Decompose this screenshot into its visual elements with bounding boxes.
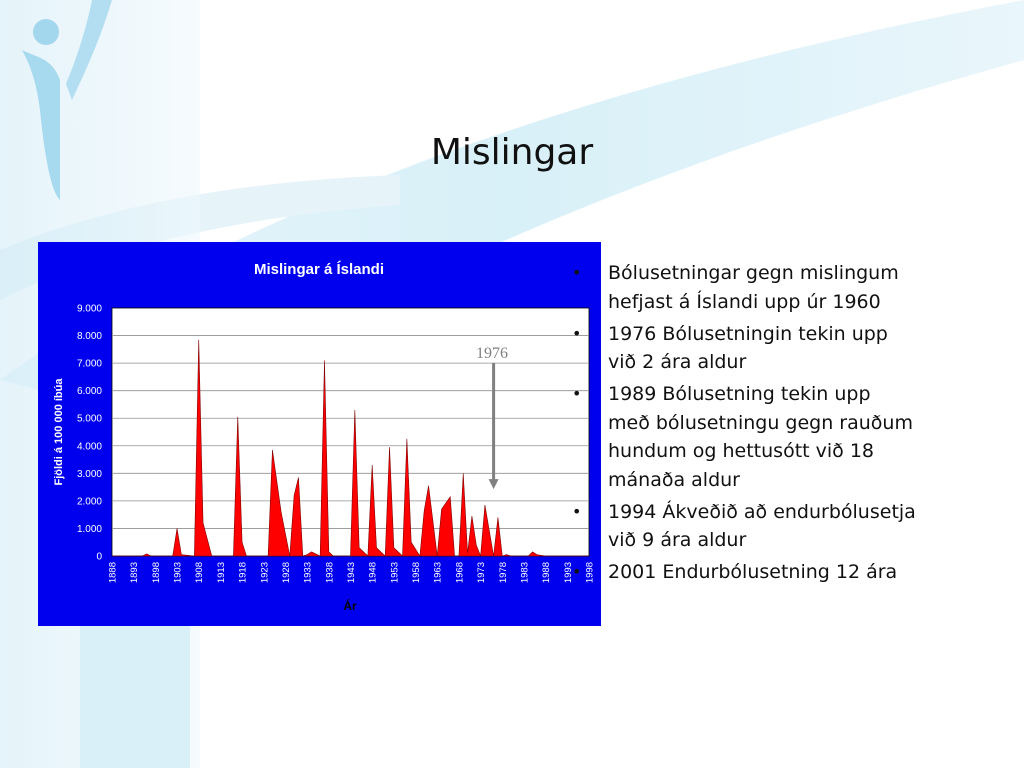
x-tick-label: 1898 <box>151 562 162 583</box>
bullet-list: Bólusetningar gegn mislingum hefjast á Í… <box>572 259 917 590</box>
chart-panel: Mislingar á Íslandi 0 1.000 2.000 3.000 4.00… <box>38 242 601 626</box>
x-tick-label: 1963 <box>433 562 444 583</box>
slide-title: Mislingar <box>430 132 594 173</box>
x-tick-label: 1958 <box>411 562 422 583</box>
x-tick-label: 1953 <box>389 562 400 583</box>
x-tick-label: 1973 <box>476 562 487 583</box>
y-tick-label: 5.000 <box>77 414 102 425</box>
y-axis-label: Fjöldi á 100 000 íbúa <box>53 378 65 486</box>
x-tick-label: 1913 <box>216 562 227 583</box>
annotation-1976: 1976 <box>476 345 508 490</box>
logo-figure-icon <box>22 0 112 200</box>
bullet-item: 1976 Bólusetningin tekin upp við 2 ára a… <box>572 320 917 377</box>
x-tick-label: 1993 <box>563 562 574 583</box>
chart-title: Mislingar á Íslandi <box>254 261 384 278</box>
x-tick-label: 1983 <box>519 562 530 583</box>
y-tick-label: 8.000 <box>77 331 102 342</box>
x-tick-label: 1943 <box>346 562 357 583</box>
x-tick-label: 1928 <box>281 562 292 583</box>
x-tick-label: 1988 <box>541 562 552 583</box>
annotation-label: 1976 <box>476 345 508 362</box>
bullet-item: 1994 Ákveðið að endurbólusetja við 9 ára… <box>572 498 917 555</box>
bullet-item: 1989 Bólusetning tekin upp með bólusetni… <box>572 380 917 494</box>
annotation-arrow-head <box>488 479 499 490</box>
x-tick-label: 1978 <box>498 562 509 583</box>
y-tick-label: 7.000 <box>77 359 102 370</box>
x-tick-label: 1923 <box>259 562 270 583</box>
x-tick-label: 1888 <box>108 562 119 583</box>
x-tick-label: 1933 <box>303 562 314 583</box>
x-tick-label: 1903 <box>173 562 184 583</box>
x-axis-label: Ár <box>343 598 357 613</box>
y-tick-label: 0 <box>96 552 102 563</box>
y-tick-label: 6.000 <box>77 386 102 397</box>
y-tick-label: 4.000 <box>77 441 102 452</box>
y-tick-label: 9.000 <box>77 304 102 315</box>
measles-chart: Mislingar á Íslandi 0 1.000 2.000 3.000 4.00… <box>53 261 596 613</box>
x-tick-label: 1938 <box>324 562 335 583</box>
x-tick-label: 1918 <box>238 562 249 583</box>
bullet-item: Bólusetningar gegn mislingum hefjast á Í… <box>572 259 917 316</box>
y-tick-label: 3.000 <box>77 469 102 480</box>
measles-area-series <box>112 339 589 557</box>
y-tick-label: 1.000 <box>77 524 102 535</box>
x-tick-label: 1893 <box>129 562 140 583</box>
x-tick-label: 1948 <box>368 562 379 583</box>
y-tick-label: 2.000 <box>77 496 102 507</box>
x-tick-label: 1908 <box>194 562 205 583</box>
x-tick-label: 1968 <box>454 562 465 583</box>
bullet-item: 2001 Endurbólusetning 12 ára <box>572 558 917 587</box>
plot-area <box>111 307 590 557</box>
